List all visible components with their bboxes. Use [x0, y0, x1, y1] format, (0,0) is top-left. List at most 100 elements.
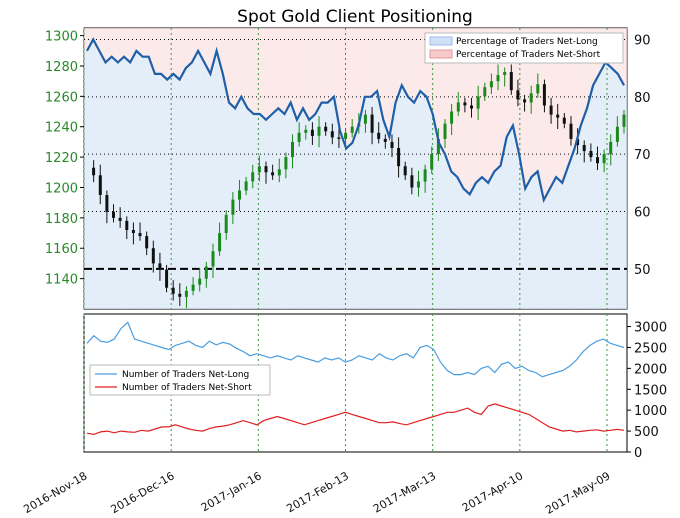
candle-body: [397, 148, 401, 167]
candle-body: [463, 102, 467, 106]
net-short-area: [522, 28, 529, 189]
net-short-area: [478, 28, 486, 178]
net-short-area: [349, 28, 356, 143]
right-tick-label: 70: [634, 148, 651, 163]
net-long-area: [293, 119, 300, 309]
series-line-number-of-traders-net-long: [86, 321, 625, 378]
candle-body: [251, 172, 255, 182]
net-long-area: [411, 102, 418, 309]
candle-body: [271, 172, 275, 176]
candle-body: [529, 93, 533, 103]
candle-body: [549, 105, 553, 115]
net-long-area: [225, 102, 233, 309]
candle-body: [304, 129, 308, 133]
net-long-area: [133, 50, 140, 310]
net-long-area: [213, 50, 220, 310]
net-long-area: [380, 119, 387, 309]
candle-body: [410, 175, 414, 188]
candle-body: [178, 293, 182, 297]
net-long-area: [553, 177, 560, 309]
net-short-area: [583, 28, 591, 109]
net-long-area: [158, 73, 165, 310]
candle-body: [171, 287, 175, 294]
net-long-area: [102, 62, 109, 310]
candle-body: [350, 126, 354, 133]
lower-tick-label: 2000: [634, 362, 667, 377]
net-long-area: [337, 131, 344, 309]
net-long-area: [565, 165, 572, 309]
candle-body: [615, 126, 619, 142]
date-tick-label: 2017-May-09: [543, 469, 612, 517]
net-long-area: [583, 108, 591, 309]
candle-body: [118, 217, 122, 221]
net-short-area: [485, 28, 492, 183]
right-tick-label: 90: [634, 33, 651, 48]
net-long-area: [287, 102, 294, 309]
price-candles: [92, 64, 626, 309]
upper-background: [83, 28, 628, 310]
net-long-area: [83, 50, 91, 310]
candle-body: [383, 138, 387, 142]
net-short-area: [83, 28, 91, 51]
candle-body: [456, 102, 460, 112]
net-long-area: [497, 165, 504, 309]
net-long-area: [620, 85, 628, 309]
net-short-area: [404, 28, 412, 97]
net-short-area: [411, 28, 418, 103]
net-long-area: [516, 154, 523, 309]
candle-body: [582, 145, 586, 152]
legend-swatch-net-short: [429, 49, 453, 59]
pct-long-series-line: [86, 37, 625, 204]
candle-body: [145, 236, 149, 249]
candle-body: [98, 175, 102, 195]
date-tick-labels: 2016-Nov-18 2016-Dec-16 2017-Jan-16 2017-Fe…: [21, 469, 612, 517]
net-short-area: [293, 28, 300, 120]
date-tick-label: 2017-Feb-13: [284, 469, 351, 515]
candle-body: [516, 90, 520, 100]
lower-tick-label: 2500: [634, 341, 667, 356]
date-tick-label: 2017-Mar-13: [371, 469, 438, 515]
left-tick-label: 1300: [45, 30, 78, 45]
net-short-area: [491, 28, 498, 172]
net-long-area: [472, 182, 479, 309]
net-long-area: [367, 96, 374, 309]
net-long-area: [528, 177, 535, 309]
net-long-area: [275, 108, 282, 309]
candle-body: [377, 132, 381, 139]
net-long-area: [417, 91, 424, 309]
net-short-area: [312, 28, 319, 114]
candle-body: [330, 131, 334, 138]
net-long-area: [374, 91, 381, 309]
net-long-area: [145, 56, 152, 310]
net-long-area: [398, 85, 405, 309]
date-tick-label: 2016-Dec-16: [108, 469, 176, 516]
net-long-area: [577, 125, 584, 309]
candle-body: [569, 123, 573, 139]
lower-tick-label: 500: [634, 425, 659, 440]
net-long-area: [460, 188, 467, 309]
net-short-area: [503, 28, 510, 137]
net-short-area: [553, 28, 560, 178]
series-line-number-of-traders-net-short: [86, 403, 625, 436]
upper-panel: 50 60 70 80 90 1140 1160 1180 1200 1220 1240 1260 12…: [45, 27, 651, 310]
net-short-area: [269, 28, 276, 114]
net-long-area: [170, 73, 177, 310]
candle-body: [596, 157, 599, 164]
net-long-area: [182, 68, 189, 309]
candle-body: [198, 278, 202, 285]
net-long-area: [312, 114, 319, 309]
candle-body: [204, 266, 208, 279]
date-tick-label: 2017-Apr-10: [460, 469, 525, 514]
net-short-area: [337, 28, 344, 132]
left-tick-label: 1160: [45, 242, 78, 257]
net-long-area: [127, 62, 134, 310]
net-short-area: [182, 28, 189, 69]
candle-body: [443, 123, 447, 139]
upper-tick-labels: 50 60 70 80 90 1140 1160 1180 1200 1220 1240 1260 12…: [45, 30, 651, 288]
net-short-area: [460, 28, 467, 189]
candle-body: [576, 138, 580, 145]
date-tick-label: 2017-Jan-16: [199, 469, 264, 514]
net-long-area: [120, 56, 128, 310]
net-short-area: [355, 28, 362, 126]
